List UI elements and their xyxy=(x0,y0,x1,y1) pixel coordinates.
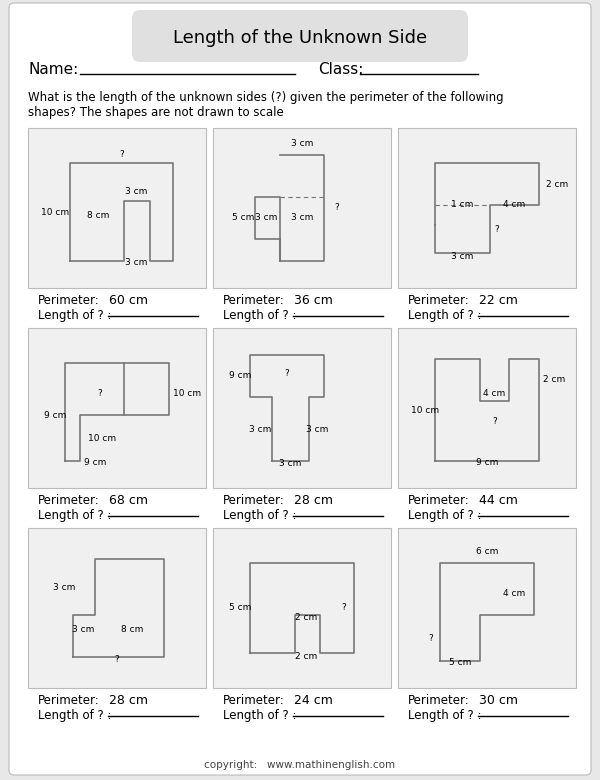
Text: 4 cm: 4 cm xyxy=(503,590,525,598)
FancyBboxPatch shape xyxy=(9,3,591,775)
Text: Perimeter:: Perimeter: xyxy=(223,494,285,506)
Text: Length of ? :: Length of ? : xyxy=(223,509,296,522)
Text: 3 cm: 3 cm xyxy=(72,625,94,633)
Text: 8 cm: 8 cm xyxy=(86,211,109,219)
Text: 10 cm: 10 cm xyxy=(41,207,69,217)
Text: 5 cm: 5 cm xyxy=(232,213,254,222)
Text: 68 cm: 68 cm xyxy=(101,494,148,506)
FancyBboxPatch shape xyxy=(28,128,206,288)
Text: What is the length of the unknown sides (?) given the perimeter of the following: What is the length of the unknown sides … xyxy=(28,91,503,104)
Text: Perimeter:: Perimeter: xyxy=(38,693,100,707)
Text: copyright:   www.mathinenglish.com: copyright: www.mathinenglish.com xyxy=(205,760,395,770)
Text: Length of the Unknown Side: Length of the Unknown Side xyxy=(173,29,427,47)
Text: 2 cm: 2 cm xyxy=(295,652,317,661)
Text: 2 cm: 2 cm xyxy=(546,179,568,189)
Text: ?: ? xyxy=(492,417,497,427)
Text: 3 cm: 3 cm xyxy=(53,583,75,591)
Text: 24 cm: 24 cm xyxy=(286,693,333,707)
Text: 3 cm: 3 cm xyxy=(279,459,301,468)
Text: Perimeter:: Perimeter: xyxy=(38,293,100,307)
FancyBboxPatch shape xyxy=(213,528,391,688)
Text: 30 cm: 30 cm xyxy=(471,693,518,707)
Text: 9 cm: 9 cm xyxy=(83,458,106,466)
FancyBboxPatch shape xyxy=(28,328,206,488)
Text: 3 cm: 3 cm xyxy=(291,139,313,147)
Text: Perimeter:: Perimeter: xyxy=(223,293,285,307)
Text: Length of ? :: Length of ? : xyxy=(38,509,112,522)
Text: Length of ? :: Length of ? : xyxy=(38,708,112,722)
Text: 5 cm: 5 cm xyxy=(449,658,472,667)
Text: 4 cm: 4 cm xyxy=(483,389,506,399)
Text: ?: ? xyxy=(341,604,346,612)
Text: 3 cm: 3 cm xyxy=(250,424,272,434)
Text: 44 cm: 44 cm xyxy=(471,494,518,506)
Text: Perimeter:: Perimeter: xyxy=(408,494,470,506)
Text: 9 cm: 9 cm xyxy=(229,371,251,381)
Text: 3 cm: 3 cm xyxy=(305,424,328,434)
Text: 10 cm: 10 cm xyxy=(173,389,202,399)
Text: 60 cm: 60 cm xyxy=(101,293,148,307)
FancyBboxPatch shape xyxy=(398,328,576,488)
FancyBboxPatch shape xyxy=(132,10,468,62)
Text: shapes? The shapes are not drawn to scale: shapes? The shapes are not drawn to scal… xyxy=(28,106,284,119)
Text: Perimeter:: Perimeter: xyxy=(408,293,470,307)
Text: Class:: Class: xyxy=(318,62,364,77)
Text: Length of ? :: Length of ? : xyxy=(408,309,482,321)
FancyBboxPatch shape xyxy=(213,328,391,488)
Text: 1 cm: 1 cm xyxy=(451,200,473,208)
Text: 3 cm: 3 cm xyxy=(125,186,148,196)
Text: ?: ? xyxy=(335,204,340,212)
Text: Length of ? :: Length of ? : xyxy=(408,708,482,722)
Text: Perimeter:: Perimeter: xyxy=(38,494,100,506)
Text: 22 cm: 22 cm xyxy=(471,293,518,307)
FancyBboxPatch shape xyxy=(398,528,576,688)
Text: 3 cm: 3 cm xyxy=(451,252,473,261)
Text: 10 cm: 10 cm xyxy=(411,406,439,415)
Text: 3 cm: 3 cm xyxy=(125,258,148,267)
Text: 9 cm: 9 cm xyxy=(476,458,498,466)
Text: ?: ? xyxy=(97,389,101,399)
Text: 9 cm: 9 cm xyxy=(44,410,66,420)
Text: ?: ? xyxy=(119,151,124,159)
Text: Length of ? :: Length of ? : xyxy=(38,309,112,321)
Text: Perimeter:: Perimeter: xyxy=(408,693,470,707)
Text: 6 cm: 6 cm xyxy=(476,548,498,556)
Text: 2 cm: 2 cm xyxy=(543,375,565,385)
Text: ?: ? xyxy=(494,225,499,233)
Text: 36 cm: 36 cm xyxy=(286,293,333,307)
Text: 2 cm: 2 cm xyxy=(295,613,317,622)
Text: 3 cm: 3 cm xyxy=(255,213,278,222)
Text: 28 cm: 28 cm xyxy=(101,693,148,707)
FancyBboxPatch shape xyxy=(213,128,391,288)
Text: ?: ? xyxy=(115,655,119,664)
Text: Perimeter:: Perimeter: xyxy=(223,693,285,707)
FancyBboxPatch shape xyxy=(398,128,576,288)
Text: Length of ? :: Length of ? : xyxy=(408,509,482,522)
Text: Name:: Name: xyxy=(28,62,78,77)
Text: 8 cm: 8 cm xyxy=(121,625,143,633)
Text: ?: ? xyxy=(428,634,433,644)
Text: Length of ? :: Length of ? : xyxy=(223,708,296,722)
Text: ?: ? xyxy=(285,368,290,378)
Text: 10 cm: 10 cm xyxy=(88,434,116,443)
Text: 3 cm: 3 cm xyxy=(291,213,313,222)
Text: 5 cm: 5 cm xyxy=(229,604,251,612)
Text: 28 cm: 28 cm xyxy=(286,494,333,506)
Text: Length of ? :: Length of ? : xyxy=(223,309,296,321)
FancyBboxPatch shape xyxy=(28,528,206,688)
Text: 4 cm: 4 cm xyxy=(503,200,525,208)
